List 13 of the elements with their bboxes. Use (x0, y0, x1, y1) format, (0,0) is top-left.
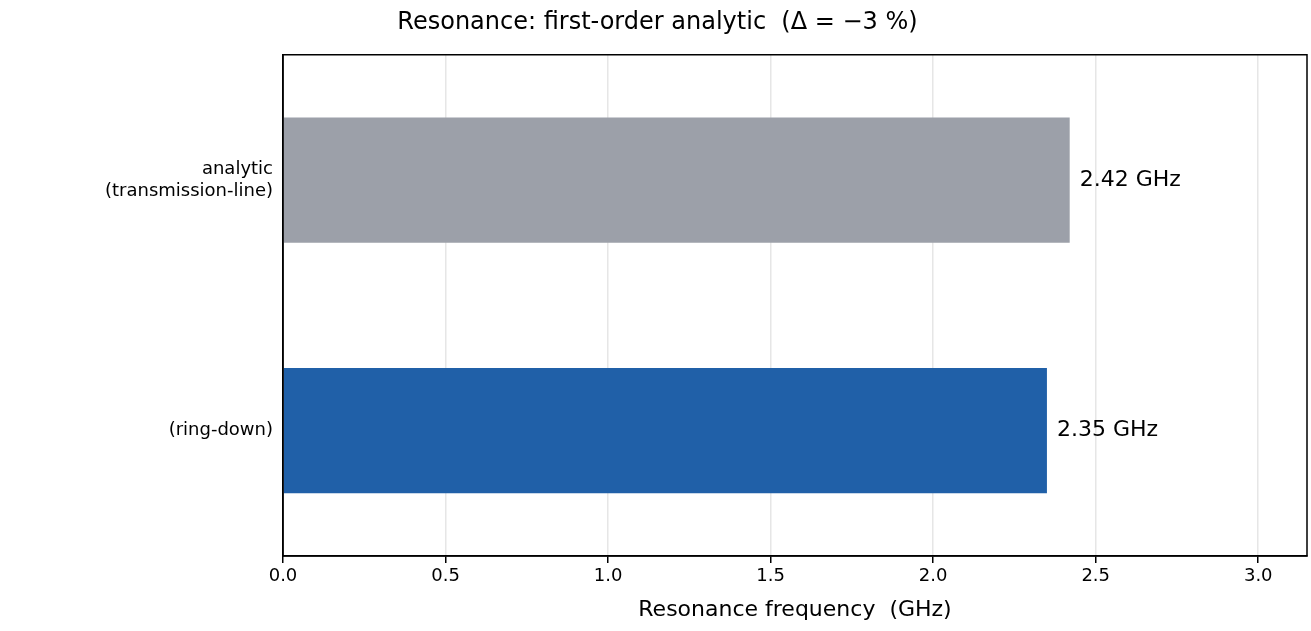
x-tick-label: 0.5 (431, 564, 460, 586)
data-label: 2.35 GHz (1056, 416, 1159, 442)
x-tick-label: 3.0 (1243, 564, 1273, 586)
y-tick-label: (ring-down) (168, 418, 273, 440)
x-tick-label: 2.0 (918, 564, 948, 586)
x-axis-title: Resonance frequency (GHz) (638, 595, 952, 621)
x-tick-label: 1.0 (593, 564, 623, 586)
x-tick-label: 2.5 (1081, 564, 1111, 586)
data-label: 2.42 GHz (1079, 165, 1181, 191)
x-tick-label: 1.5 (756, 564, 785, 586)
y-tick-label: analytic (transmission-line) (104, 156, 273, 201)
chart-title: Resonance: first-order analytic (Δ = −3 %) (397, 6, 918, 35)
x-tick-label: 0.0 (268, 564, 298, 586)
